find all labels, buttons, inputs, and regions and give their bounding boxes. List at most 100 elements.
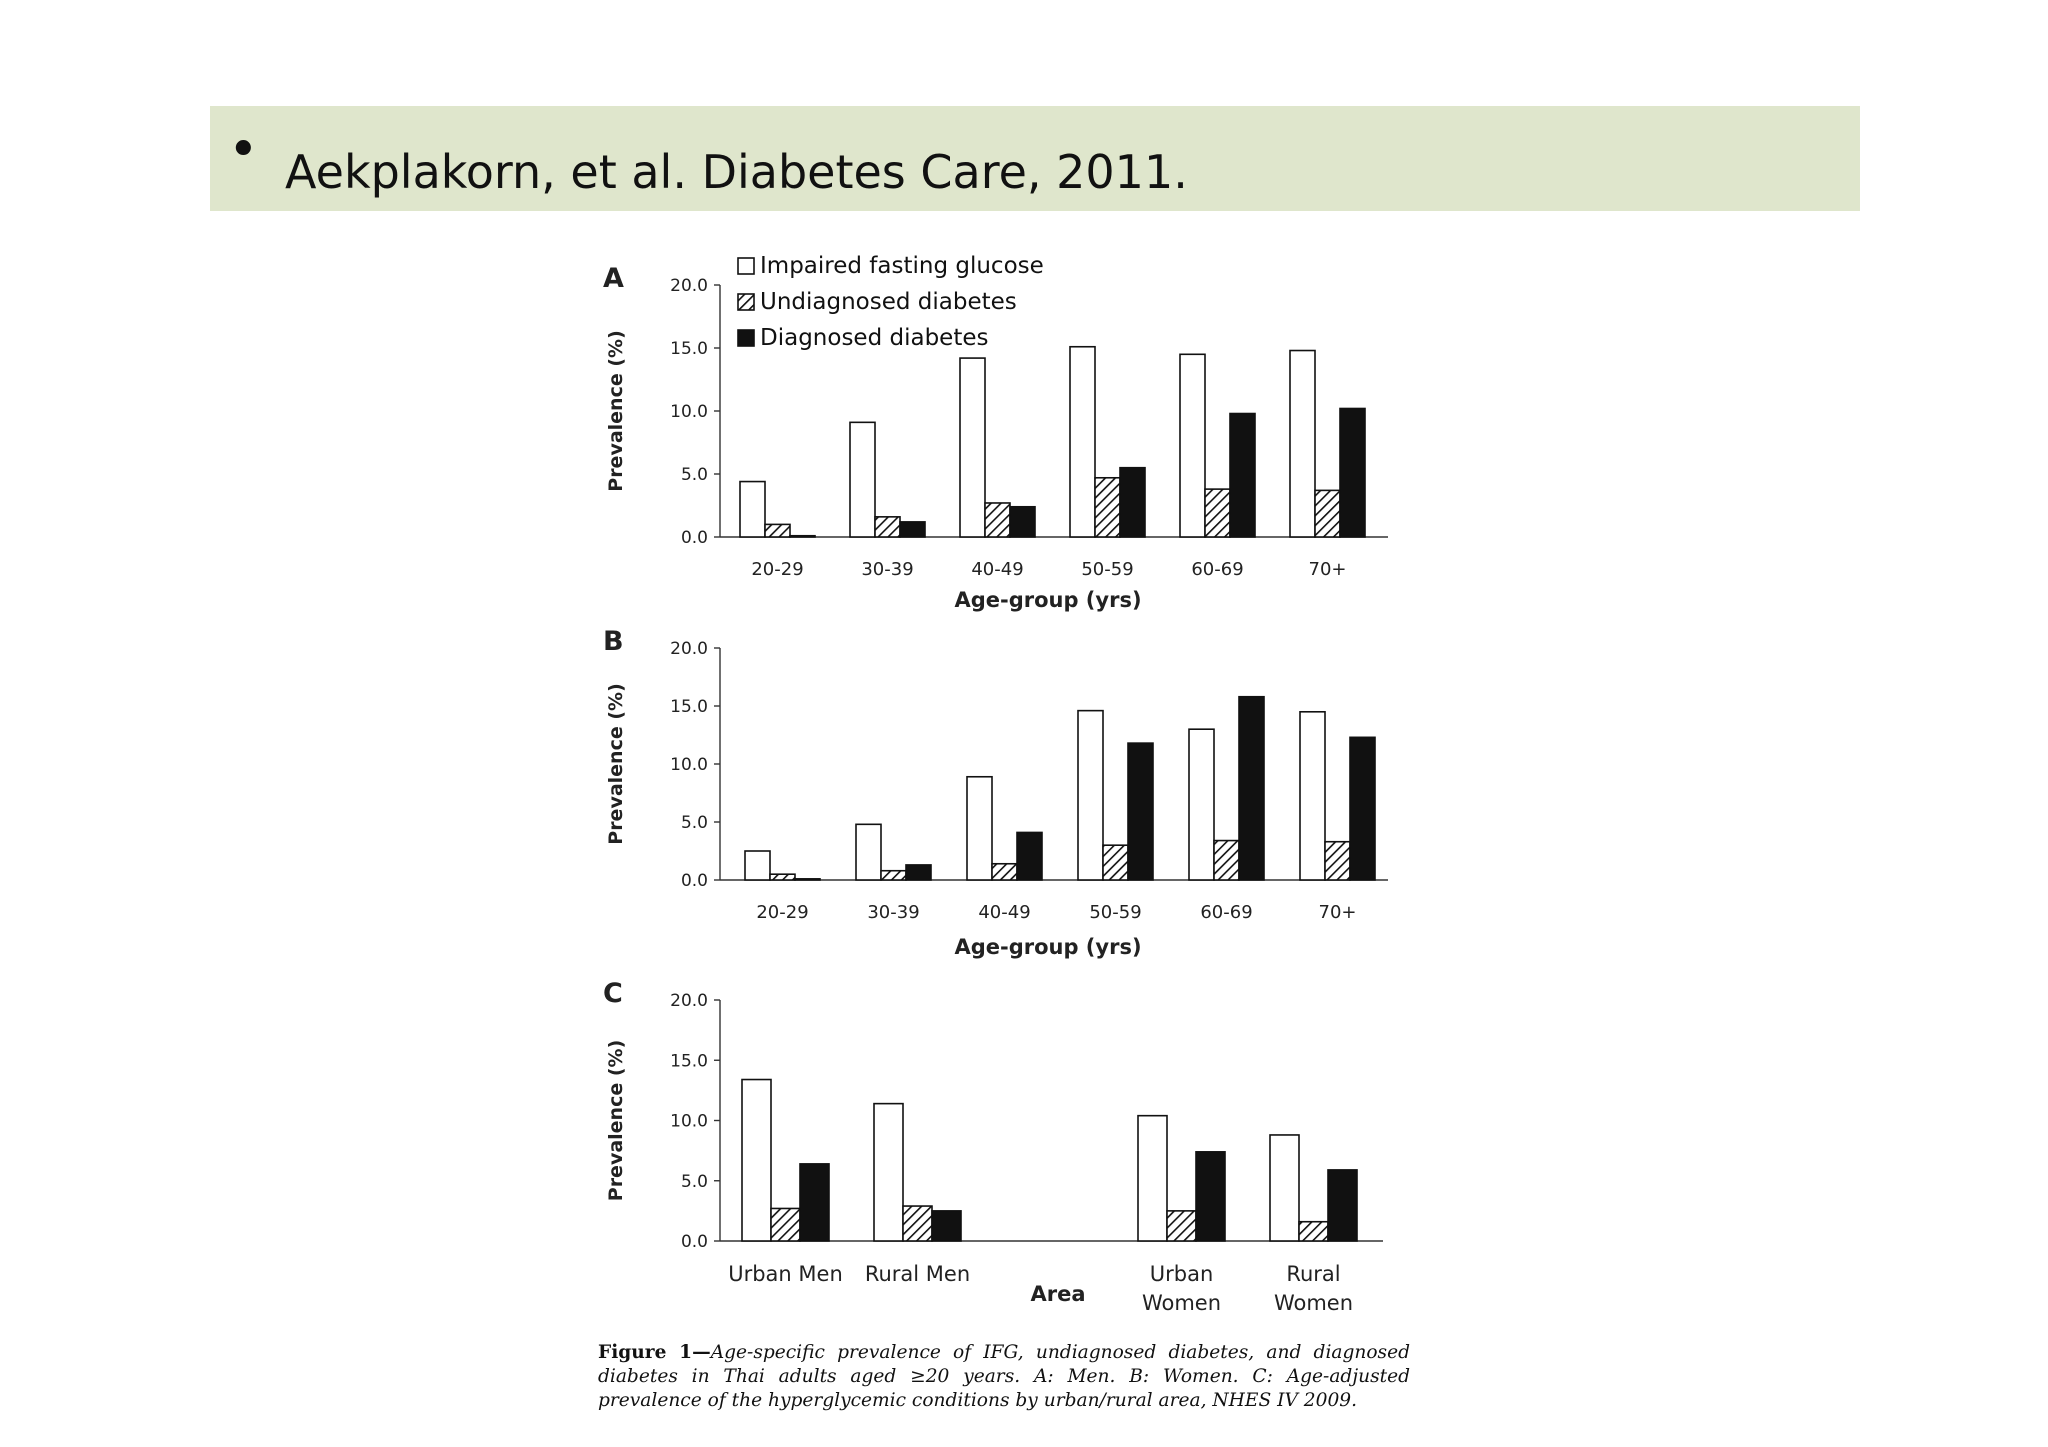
x-tick-label: 70+	[1319, 902, 1357, 923]
bar-c-4-0	[1269, 1134, 1300, 1242]
bar-a-0-1	[764, 523, 791, 538]
y-tick-label: 15.0	[670, 697, 708, 717]
bar-c-0-2	[799, 1163, 830, 1242]
y-tick-label: 20.0	[670, 639, 708, 659]
legend-swatch-1	[737, 293, 755, 311]
bar-a-1-1	[874, 516, 901, 538]
y-axis-label: Prevalence (%)	[605, 683, 627, 844]
bar-b-4-0	[1188, 728, 1215, 881]
bar-c-4-2	[1327, 1169, 1358, 1242]
x-tick-label: 70+	[1309, 559, 1347, 580]
x-axis-label: Area	[1030, 1282, 1085, 1306]
bar-a-3-2	[1119, 466, 1146, 538]
caption-lead: Figure 1—	[598, 1342, 711, 1363]
bar-a-1-0	[849, 421, 876, 538]
bar-b-4-1	[1213, 839, 1240, 881]
x-tick-label: Rural	[1286, 1262, 1340, 1286]
y-tick-label: 10.0	[670, 1112, 708, 1132]
chart-legend: Impaired fasting glucose Undiagnosed diab…	[737, 253, 1044, 351]
bar-a-5-2	[1339, 407, 1366, 538]
caption-body: Age-specific prevalence of IFG, undiagno…	[598, 1342, 1411, 1411]
x-tick-label: Women	[1274, 1291, 1353, 1315]
bar-c-1-1	[902, 1205, 933, 1242]
x-axis-label: Age-group (yrs)	[954, 935, 1141, 959]
y-tick-label: 5.0	[681, 813, 708, 833]
bar-b-2-2	[1016, 831, 1043, 881]
bar-a-1-2	[899, 521, 926, 538]
x-tick-label: 50-59	[1089, 902, 1141, 923]
panel-letter-b: B	[603, 626, 624, 657]
bar-a-2-0	[959, 357, 986, 538]
bar-b-5-1	[1324, 840, 1351, 881]
bar-a-5-0	[1289, 349, 1316, 538]
bar-b-1-0	[855, 823, 882, 881]
citation-banner: • Aekplakorn, et al. Diabetes Care, 2011…	[210, 106, 1860, 211]
y-tick-label: 15.0	[670, 1051, 708, 1071]
y-tick-label: 10.0	[670, 402, 708, 422]
citation-text: Aekplakorn, et al. Diabetes Care, 2011.	[285, 145, 1188, 199]
figure-caption: Figure 1—Age-specific prevalence of IFG,…	[598, 1341, 1410, 1413]
legend-label-1: Undiagnosed diabetes	[760, 289, 1017, 315]
y-tick-label: 0.0	[681, 528, 708, 548]
bar-b-0-2	[794, 878, 821, 881]
bar-b-4-2	[1238, 695, 1265, 881]
x-tick-label: 30-39	[867, 902, 919, 923]
y-tick-label: 5.0	[681, 1172, 708, 1192]
x-tick-label: 20-29	[751, 559, 803, 580]
bar-a-2-1	[984, 502, 1011, 538]
bar-c-1-0	[873, 1102, 904, 1242]
y-axis-label: Prevalence (%)	[605, 1040, 627, 1201]
figure-1: Impaired fasting glucose Undiagnosed diab…	[603, 253, 1388, 1315]
bar-c-3-0	[1137, 1114, 1168, 1242]
x-tick-label: 50-59	[1081, 559, 1133, 580]
legend-swatch-0	[737, 257, 755, 275]
y-tick-label: 10.0	[670, 755, 708, 775]
x-axis-label: Age-group (yrs)	[954, 588, 1141, 612]
bar-c-0-1	[770, 1207, 801, 1242]
bar-b-0-1	[769, 873, 796, 881]
panel-c: C Prevalence (%) 0.0 5.0 10.0 15.0 20.0 Urban M…	[603, 978, 1383, 1315]
bar-b-5-0	[1299, 710, 1326, 881]
x-tick-label: 60-69	[1200, 902, 1252, 923]
y-axis-label: Prevalence (%)	[605, 330, 627, 491]
bar-b-2-0	[966, 775, 993, 881]
x-tick-label: 20-29	[756, 902, 808, 923]
x-tick-label: 30-39	[861, 559, 913, 580]
bar-a-4-2	[1229, 412, 1256, 538]
bar-c-3-2	[1195, 1151, 1226, 1242]
bar-c-3-1	[1166, 1210, 1197, 1242]
bar-a-4-1	[1204, 488, 1231, 538]
panel-letter-a: A	[603, 263, 624, 294]
panel-a: A Prevalence (%) 0.0 5.0 10.0 15.0 20.0 20-29 30…	[603, 263, 1388, 612]
bar-a-5-1	[1314, 489, 1341, 538]
bar-a-4-0	[1179, 353, 1206, 538]
y-tick-label: 15.0	[670, 339, 708, 359]
legend-label-2: Diagnosed diabetes	[760, 325, 988, 351]
bar-b-3-2	[1127, 742, 1154, 881]
bar-b-2-1	[991, 862, 1018, 881]
y-tick-label: 20.0	[670, 991, 708, 1011]
bar-b-0-0	[744, 850, 771, 881]
x-tick-label: Women	[1142, 1291, 1221, 1315]
bar-a-3-0	[1069, 345, 1096, 538]
bar-b-1-1	[880, 869, 907, 881]
x-tick-label: 40-49	[978, 902, 1030, 923]
bar-a-3-1	[1094, 476, 1121, 538]
legend-swatch-2	[737, 329, 755, 347]
bar-b-5-2	[1349, 736, 1376, 881]
bar-a-0-2	[789, 534, 816, 538]
bar-a-0-0	[739, 480, 766, 538]
y-tick-label: 20.0	[670, 276, 708, 296]
panel-letter-c: C	[603, 978, 623, 1009]
y-tick-label: 0.0	[681, 871, 708, 891]
x-tick-label: 40-49	[971, 559, 1023, 580]
y-tick-label: 5.0	[681, 465, 708, 485]
legend-label-0: Impaired fasting glucose	[760, 253, 1044, 279]
bar-b-1-2	[905, 864, 932, 881]
panel-b: B Prevalence (%) 0.0 5.0 10.0 15.0 20.0 20-29 30…	[603, 626, 1388, 959]
x-tick-label: Rural Men	[865, 1262, 970, 1286]
x-tick-label: 60-69	[1191, 559, 1243, 580]
bar-c-4-1	[1298, 1220, 1329, 1242]
bar-b-3-0	[1077, 709, 1104, 881]
bar-c-1-2	[931, 1210, 962, 1242]
